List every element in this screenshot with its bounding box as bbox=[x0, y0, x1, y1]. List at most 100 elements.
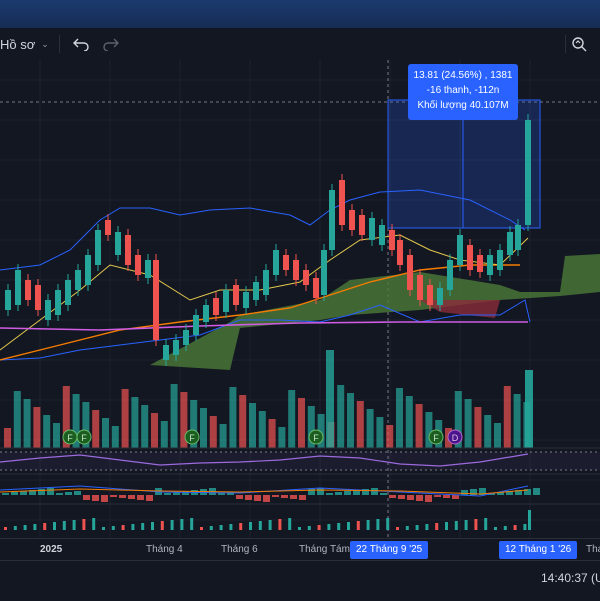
candle-body bbox=[105, 220, 111, 235]
volume-bar bbox=[396, 388, 403, 448]
macd-histogram-bar bbox=[83, 495, 90, 500]
candle-body bbox=[153, 260, 159, 340]
macd-histogram-bar bbox=[20, 491, 27, 495]
candle-body bbox=[213, 298, 219, 315]
macd-histogram-bar bbox=[398, 495, 405, 499]
macd-histogram-bar bbox=[74, 491, 81, 495]
oscillator-bar bbox=[474, 519, 478, 530]
dividend-marker bbox=[428, 429, 444, 445]
xaxis-range-start: 22 Tháng 9 '25 bbox=[350, 541, 429, 559]
oscillator-bar bbox=[268, 520, 272, 530]
candle-body bbox=[15, 270, 21, 305]
oscillator-bar bbox=[102, 527, 105, 530]
volume-bar bbox=[376, 417, 384, 448]
volume-bar bbox=[288, 390, 296, 448]
macd-histogram-bar bbox=[290, 495, 297, 499]
redo-icon bbox=[103, 38, 119, 51]
xaxis-label-june: Tháng 6 bbox=[221, 544, 258, 555]
oscillator-bar bbox=[503, 526, 507, 530]
macd-histogram-bar bbox=[164, 493, 171, 495]
candle-body bbox=[243, 292, 249, 308]
xaxis-label-april: Tháng 4 bbox=[146, 544, 183, 555]
oscillator-bar bbox=[151, 522, 154, 530]
volume-bar bbox=[347, 393, 354, 448]
measure-volume: Khối lượng 40.107M bbox=[417, 100, 509, 111]
profile-menu-button[interactable]: Hồ sơ ⌄ bbox=[0, 28, 49, 60]
oscillator-bar bbox=[435, 523, 439, 530]
macd-histogram-bar bbox=[245, 495, 252, 500]
oscillator-bar bbox=[484, 518, 488, 530]
macd-histogram-bar bbox=[344, 491, 351, 495]
macd-histogram-bar bbox=[533, 488, 540, 495]
time-axis[interactable]: 2025 Tháng 4 Tháng 6 Tháng Tám 22 Tháng … bbox=[0, 538, 600, 561]
macd-histogram-bar bbox=[92, 495, 99, 501]
volume-bar bbox=[219, 424, 227, 448]
macd-histogram-bar bbox=[128, 495, 135, 499]
candle-body bbox=[115, 232, 121, 255]
oscillator-bar bbox=[200, 527, 203, 530]
oscillator-bar bbox=[523, 524, 527, 530]
ichimoku-cloud-green bbox=[150, 254, 600, 370]
moving-average-magenta bbox=[0, 321, 528, 331]
volume-bar bbox=[82, 402, 90, 448]
redo-button[interactable] bbox=[100, 28, 122, 60]
candle-body bbox=[125, 235, 131, 265]
candle-body bbox=[95, 230, 101, 265]
volume-bar bbox=[474, 407, 482, 448]
macd-histogram-bar bbox=[38, 489, 45, 495]
screenshot-button[interactable] bbox=[568, 28, 590, 60]
candle-body bbox=[233, 285, 239, 305]
macd-histogram-bar bbox=[146, 495, 153, 501]
candle-body bbox=[25, 280, 31, 300]
candle-body bbox=[525, 120, 531, 225]
oscillator-bar bbox=[317, 525, 321, 530]
candle-body bbox=[321, 250, 327, 295]
volume-bar bbox=[111, 426, 119, 448]
volume-bar bbox=[494, 423, 501, 448]
candle-body bbox=[359, 215, 365, 235]
rsi-line bbox=[0, 453, 529, 467]
macd-histogram-bar bbox=[479, 488, 486, 495]
macd-signal-line bbox=[0, 488, 529, 495]
macd-histogram-bar bbox=[137, 495, 144, 500]
oscillator-bar bbox=[396, 527, 399, 530]
candle-body bbox=[45, 300, 51, 320]
volume-bar bbox=[33, 407, 41, 448]
oscillator-bar bbox=[33, 524, 37, 530]
candle-body bbox=[35, 285, 41, 310]
volume-bar bbox=[415, 404, 423, 448]
window-titlebar bbox=[0, 0, 600, 28]
volume-bar bbox=[307, 406, 315, 448]
volume-bar bbox=[484, 415, 492, 448]
macd-histogram-bar bbox=[389, 495, 396, 498]
macd-histogram-bar bbox=[218, 493, 225, 495]
candle-body bbox=[397, 240, 403, 265]
oscillator-bar bbox=[307, 526, 311, 530]
candle-body bbox=[379, 225, 385, 245]
oscillator-bar bbox=[209, 526, 213, 530]
macd-histogram-bar bbox=[380, 493, 387, 495]
candle-body bbox=[389, 230, 395, 250]
undo-button[interactable] bbox=[70, 28, 92, 60]
macd-histogram-bar bbox=[227, 492, 234, 495]
candle-body bbox=[477, 255, 483, 272]
oscillator-bar bbox=[366, 520, 370, 530]
oscillator-bar bbox=[454, 521, 458, 530]
oscillator-bar bbox=[92, 518, 96, 530]
camera-search-icon bbox=[572, 37, 587, 52]
macd-histogram-bar bbox=[11, 492, 18, 495]
candle-body bbox=[339, 180, 345, 225]
macd-histogram-bar bbox=[497, 492, 504, 495]
candle-body bbox=[85, 255, 91, 285]
candle-body bbox=[173, 340, 179, 355]
candle-body bbox=[5, 290, 11, 310]
macd-histogram-bar bbox=[470, 489, 477, 495]
volume-bar bbox=[151, 413, 158, 448]
oscillator-bar bbox=[464, 520, 468, 530]
candle-body bbox=[293, 260, 299, 280]
volume-bar bbox=[366, 409, 374, 448]
dividend-marker bbox=[76, 429, 92, 445]
candle-body bbox=[313, 278, 319, 298]
